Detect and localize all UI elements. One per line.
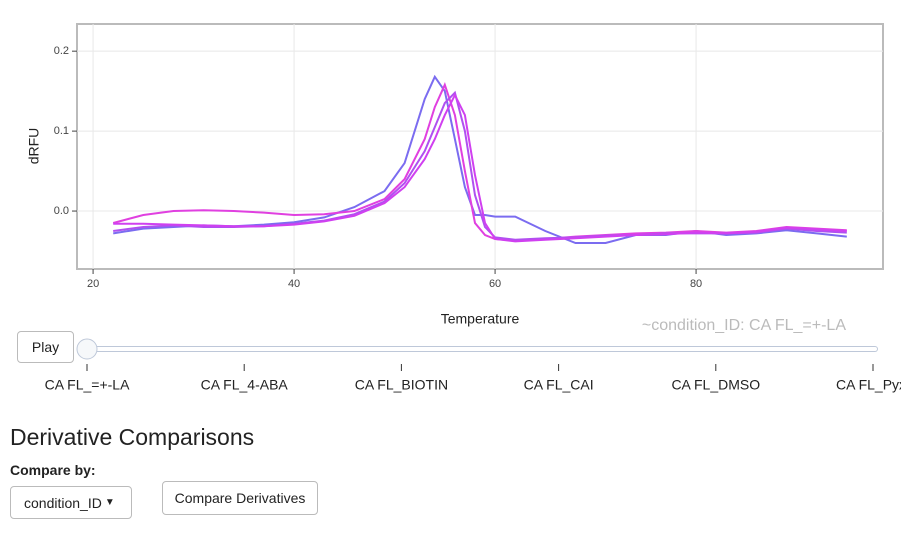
slider-step-label[interactable]: CA FL_DMSO — [671, 377, 760, 393]
x-tick-label: 80 — [690, 278, 702, 290]
play-button[interactable]: Play — [17, 331, 74, 363]
compare-label: Compare by: — [10, 462, 96, 478]
y-tick-label: 0.0 — [54, 205, 69, 217]
data-line — [113, 92, 847, 243]
slider-step-label[interactable]: CA FL_4-ABA — [201, 377, 289, 393]
section-title: Derivative Comparisons — [10, 424, 255, 450]
y-tick-label: 0.1 — [54, 125, 69, 137]
x-tick-label: 40 — [288, 278, 300, 290]
slider-handle[interactable] — [76, 338, 98, 360]
select-caret: ▼ — [104, 497, 115, 508]
slider-step-label[interactable]: CA FL_CAI — [524, 377, 594, 393]
compare-button[interactable]: Compare Derivatives — [162, 481, 318, 515]
compare-select[interactable]: condition_ID ▼ — [10, 486, 132, 519]
slider-step-label[interactable]: CA FL_=+-LA — [45, 377, 130, 393]
chart: dRFU Temperature ~condition_ID: CA FL_=+… — [26, 23, 901, 393]
x-axis-label: Temperature — [441, 311, 520, 327]
slider-step-label[interactable]: CA FL_PyxI — [836, 377, 901, 393]
y-tick-label: 0.2 — [54, 45, 69, 57]
x-tick-label: 20 — [87, 278, 99, 290]
slider-step-label[interactable]: CA FL_BIOTIN — [355, 377, 448, 393]
y-axis-label: dRFU — [26, 128, 42, 165]
x-tick-label: 60 — [489, 278, 501, 290]
slider-current-value: ~condition_ID: CA FL_=+-LA — [642, 317, 846, 334]
select-value: condition_ID — [24, 494, 102, 511]
data-line — [112, 82, 847, 242]
